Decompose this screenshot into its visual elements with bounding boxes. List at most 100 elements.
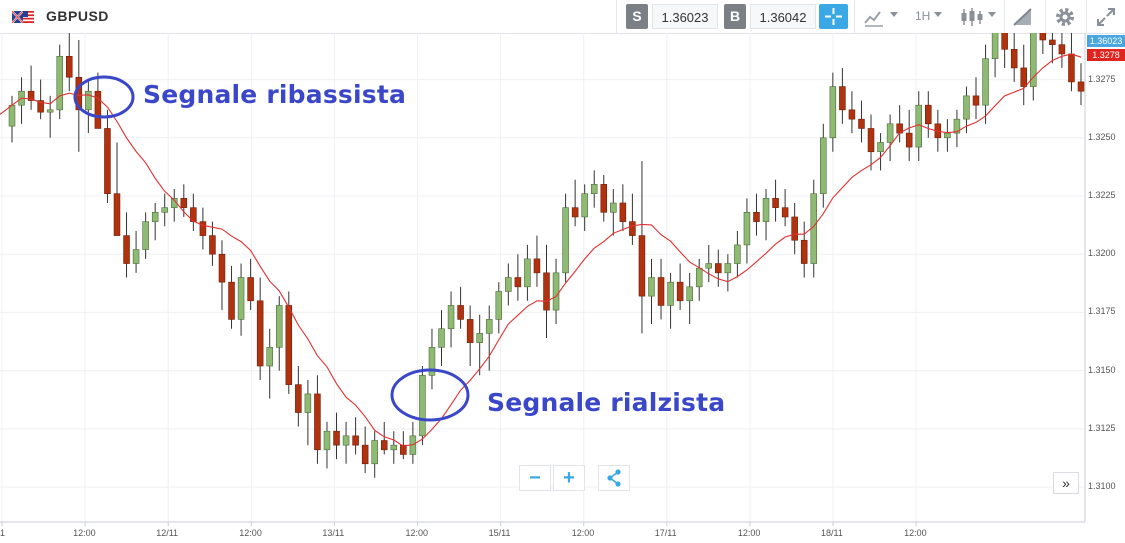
bearish-candle — [638, 161, 646, 334]
chevron-down-icon[interactable] — [988, 12, 996, 17]
x-tick-label: 12:00 — [239, 528, 262, 538]
bearish-candle — [1058, 33, 1066, 68]
sell-price[interactable]: 1.36023 — [652, 4, 718, 29]
x-tick-label: 12:00 — [571, 528, 595, 538]
bullish-candle — [505, 263, 512, 306]
candle-body — [361, 444, 369, 465]
candle-body — [772, 198, 779, 208]
candle-body — [581, 193, 588, 218]
candle-body — [781, 207, 789, 218]
bullish-candle — [686, 272, 693, 325]
bearish-candle — [800, 221, 808, 278]
bearish-candle — [380, 421, 388, 455]
price-chart[interactable] — [0, 33, 1125, 543]
candle-body — [991, 33, 999, 59]
bearish-candle — [1020, 44, 1027, 106]
candle-body — [447, 305, 455, 330]
candle-body — [972, 95, 980, 106]
candle-body — [676, 281, 684, 302]
share-button[interactable] — [598, 465, 630, 491]
candle-body — [686, 286, 693, 302]
bullish-candle — [610, 189, 617, 236]
chevron-down-icon[interactable] — [934, 12, 942, 17]
candle-body — [791, 216, 798, 241]
bullish-candle — [953, 109, 961, 148]
bullish-candle — [409, 421, 417, 464]
candle-body — [314, 393, 321, 451]
gear-icon[interactable] — [1053, 5, 1077, 29]
buy-price[interactable]: 1.36042 — [750, 4, 816, 29]
bullish-candle — [428, 328, 436, 390]
buy-button[interactable]: B — [724, 4, 746, 29]
current-price-tag: 1.36023 — [1087, 35, 1125, 47]
candle-body — [571, 207, 579, 218]
share-icon — [607, 469, 621, 487]
candle-body — [428, 347, 436, 376]
bearish-candle — [848, 91, 856, 134]
candle-body — [1058, 44, 1066, 55]
bullish-candle — [886, 114, 894, 162]
bullish-candle — [944, 119, 951, 152]
candle-body — [352, 435, 359, 446]
zoom-in-button[interactable]: + — [553, 465, 585, 491]
moving-average-line — [0, 53, 1082, 447]
moving-average-series — [0, 53, 1082, 447]
bullish-candle — [132, 230, 140, 273]
candle-body — [905, 132, 913, 148]
bullish-candle — [820, 123, 827, 208]
candle-body — [199, 221, 207, 236]
candle-body — [266, 347, 273, 367]
candle-body — [1068, 53, 1075, 83]
timeframe-selector[interactable]: 1H — [915, 9, 931, 23]
bearish-candle — [400, 431, 407, 460]
moving-average-price-tag: 1.3278 — [1087, 49, 1125, 61]
candle-body — [886, 123, 894, 143]
bearish-candle — [1068, 33, 1075, 92]
bearish-candle — [972, 77, 980, 120]
bearish-candle — [352, 417, 359, 455]
instrument-symbol[interactable]: GBPUSD — [46, 8, 109, 24]
candle-body — [1030, 33, 1037, 87]
bullish-candle — [581, 184, 588, 231]
candle-body — [629, 221, 636, 236]
scroll-right-button[interactable]: » — [1053, 472, 1079, 494]
sell-button[interactable]: S — [626, 4, 648, 29]
chart-grid — [0, 33, 1085, 526]
chevron-down-icon[interactable] — [890, 12, 898, 17]
candle-body — [648, 277, 655, 297]
candlestick-series — [8, 33, 1085, 478]
bearish-candle — [228, 265, 235, 329]
bearish-candle — [753, 193, 760, 236]
line-chart-icon[interactable] — [862, 5, 886, 29]
candle-body — [638, 235, 646, 297]
bearish-candle — [37, 79, 44, 120]
candle-body — [925, 104, 932, 125]
x-tick-label: 18/11 — [821, 528, 843, 538]
candle-body — [123, 235, 130, 264]
x-tick-label: 12:00 — [405, 528, 429, 538]
bullish-candle — [648, 258, 655, 325]
bullish-candle — [762, 189, 770, 241]
candle-body — [1010, 48, 1018, 69]
bearish-candle — [104, 109, 111, 203]
bullish-candle — [590, 170, 598, 208]
zoom-out-button[interactable]: − — [519, 465, 551, 491]
candle-body — [524, 258, 531, 288]
candle-body — [218, 253, 226, 283]
chart-toolbar: GBPUSD S 1.36023 B 1.36042 1H — [0, 0, 1125, 34]
fullscreen-icon[interactable] — [1094, 5, 1118, 29]
bullish-candle — [304, 379, 312, 446]
candle-body — [342, 435, 350, 446]
bullish-candle — [963, 86, 970, 134]
candlestick-icon[interactable] — [959, 5, 985, 29]
bearish-candle — [629, 193, 636, 245]
drawing-tools-icon[interactable] — [1011, 5, 1035, 29]
bearish-candle — [466, 305, 474, 366]
crosshair-button[interactable] — [819, 4, 848, 29]
bullish-candle — [18, 77, 25, 124]
bearish-candle — [1077, 63, 1085, 106]
candle-body — [85, 90, 92, 111]
candle-body — [285, 305, 293, 385]
bullish-candle — [982, 44, 989, 124]
bearish-candle — [247, 258, 254, 311]
